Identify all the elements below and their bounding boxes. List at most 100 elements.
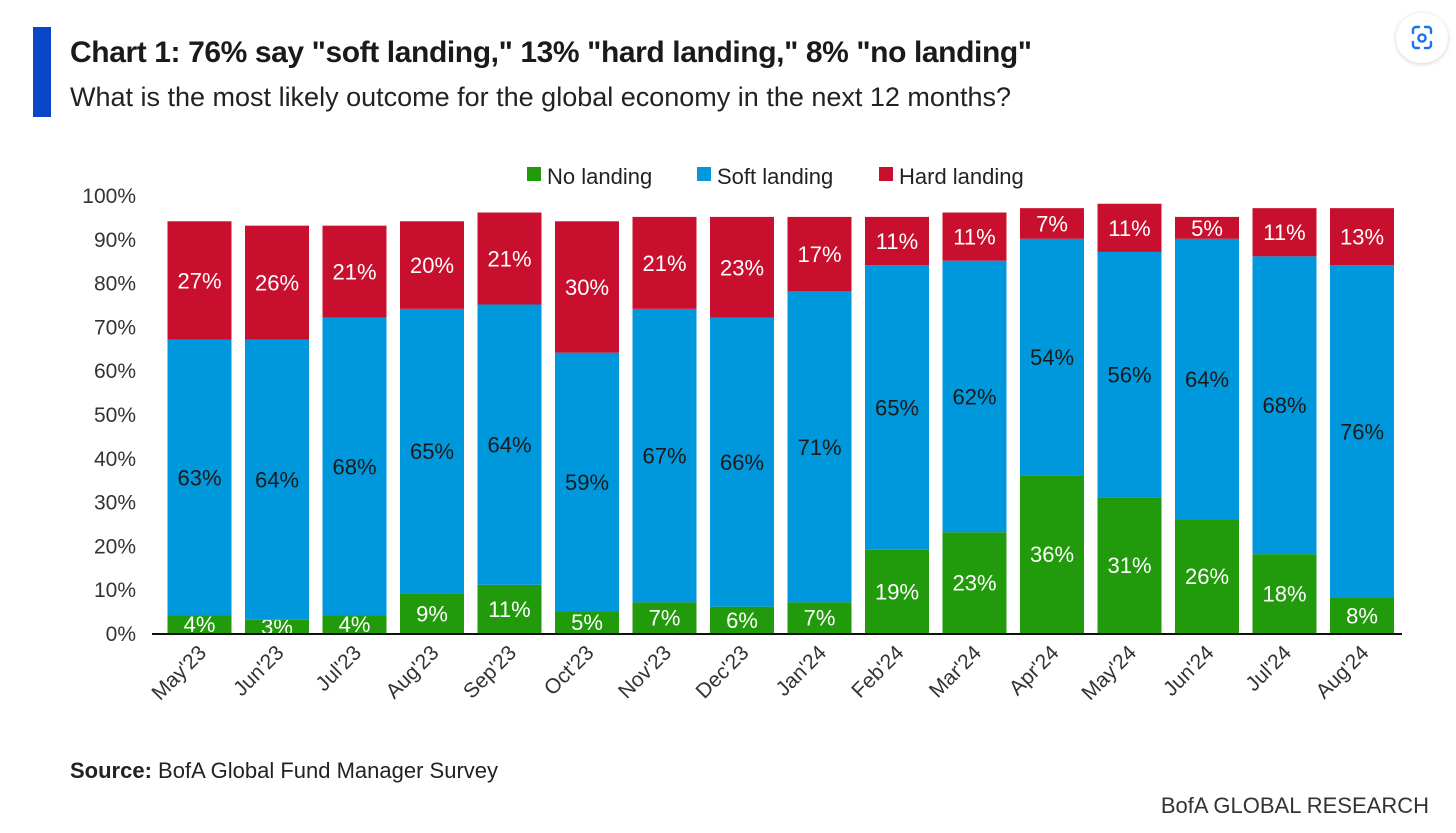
y-tick-label: 100% (82, 185, 136, 208)
data-label: 76% (1340, 420, 1384, 445)
data-label: 11% (1108, 216, 1150, 241)
data-label: 5% (571, 610, 603, 635)
data-label: 19% (875, 579, 919, 604)
bar-segment-soft-landing (400, 308, 464, 594)
bar-segment-hard-landing (1097, 203, 1162, 252)
legend-label: Hard landing (899, 164, 1024, 189)
bar-segment-no-landing (400, 593, 464, 633)
x-tick-label: May'23 (147, 641, 211, 705)
source-note: Source: BofA Global Fund Manager Survey (70, 758, 498, 784)
x-tick-label: Jun'23 (229, 641, 289, 701)
bar-segment-no-landing (632, 602, 697, 633)
image-scan-button[interactable] (1396, 13, 1448, 63)
data-label: 36% (1030, 542, 1074, 567)
data-label: 66% (720, 450, 764, 475)
bar-segment-soft-landing (1175, 238, 1239, 520)
bar-segment-soft-landing (322, 317, 387, 616)
bar-segment-hard-landing (865, 216, 929, 266)
data-label: 7% (649, 606, 681, 631)
data-label: 65% (875, 395, 919, 420)
y-tick-label: 70% (94, 316, 136, 339)
data-label: 30% (565, 275, 609, 300)
data-label: 13% (1340, 225, 1384, 250)
data-label: 64% (255, 468, 299, 493)
bar-segment-no-landing (1097, 497, 1162, 633)
bar-segment-hard-landing (400, 221, 464, 309)
bar-segment-hard-landing (555, 221, 619, 353)
bar-segment-no-landing (787, 602, 852, 633)
bar-segment-soft-landing (167, 339, 232, 616)
bar-segment-no-landing (1175, 519, 1239, 633)
x-tick-label: Aug'24 (1311, 641, 1373, 703)
bar-segment-soft-landing (1252, 256, 1317, 555)
data-label: 31% (1107, 553, 1151, 578)
bar-segment-hard-landing (1175, 216, 1239, 239)
data-label: 23% (952, 571, 996, 596)
x-tick-label: Oct'23 (540, 641, 599, 700)
data-label: 71% (797, 435, 841, 460)
data-label: 11% (953, 225, 995, 250)
bar-segment-hard-landing (1020, 208, 1084, 239)
y-tick-label: 80% (94, 273, 136, 296)
x-tick-label: Aug'23 (381, 641, 443, 703)
y-tick-label: 0% (106, 623, 136, 646)
x-tick-label: Jun'24 (1159, 641, 1219, 701)
bar-segment-hard-landing (477, 212, 542, 305)
x-tick-label: Sep'23 (459, 641, 521, 703)
data-label: 11% (876, 229, 918, 254)
data-label: 63% (177, 466, 221, 491)
bar-segment-no-landing (555, 611, 619, 633)
y-tick-label: 40% (94, 448, 136, 471)
x-tick-label: Mar'24 (925, 641, 986, 702)
data-label: 21% (332, 260, 376, 285)
chart-title: Chart 1: 76% say "soft landing," 13% "ha… (70, 36, 1032, 69)
bar-segment-hard-landing (322, 225, 387, 318)
data-label: 64% (487, 433, 531, 458)
x-tick-label: Apr'24 (1005, 641, 1064, 700)
legend-label: Soft landing (717, 164, 833, 189)
x-tick-label: Nov'23 (614, 641, 676, 703)
data-label: 11% (1263, 220, 1305, 245)
data-label: 21% (487, 247, 531, 272)
data-label: 26% (1185, 564, 1229, 589)
x-tick-label: Jan'24 (771, 641, 831, 701)
data-label: 11% (488, 597, 530, 622)
data-label: 6% (726, 608, 758, 633)
x-tick-label: Jul'24 (1241, 641, 1296, 696)
y-tick-label: 60% (94, 360, 136, 383)
source-text: BofA Global Fund Manager Survey (158, 758, 499, 783)
bar-segment-hard-landing (710, 216, 774, 318)
bar-segment-hard-landing (167, 221, 232, 340)
y-tick-label: 10% (94, 579, 136, 602)
bar-segment-hard-landing (1330, 208, 1394, 266)
scan-icon (1411, 25, 1433, 50)
bar-segment-no-landing (1252, 554, 1317, 633)
bar-segment-soft-landing (787, 291, 852, 603)
data-label: 7% (804, 606, 836, 631)
data-label: 20% (410, 253, 454, 278)
x-tick-label: May'24 (1077, 641, 1141, 705)
y-tick-label: 30% (94, 492, 136, 515)
legend-label: No landing (547, 164, 652, 189)
legend-swatch (697, 167, 711, 181)
data-label: 7% (1036, 211, 1068, 236)
legend-swatch (879, 167, 893, 181)
data-label: 21% (642, 251, 686, 276)
bar-segment-soft-landing (865, 265, 929, 550)
data-label: 26% (255, 271, 299, 296)
brand-footer: BofA GLOBAL RESEARCH (1160, 793, 1429, 818)
data-label: 56% (1107, 363, 1151, 388)
bar-segment-no-landing (1020, 475, 1084, 633)
bar-segment-hard-landing (1252, 208, 1317, 257)
data-label: 8% (1346, 603, 1378, 628)
bar-segment-soft-landing (477, 304, 542, 585)
data-label: 17% (797, 242, 841, 267)
bar-segment-no-landing (167, 615, 232, 633)
x-tick-label: Dec'23 (692, 641, 754, 703)
chart-subtitle: What is the most likely outcome for the … (70, 82, 1011, 112)
x-tick-label: Jul'23 (311, 641, 366, 696)
bar-segment-hard-landing (787, 216, 852, 292)
data-label: 23% (720, 255, 764, 280)
source-label: Source: (70, 758, 152, 783)
bar-segment-soft-landing (1330, 265, 1394, 598)
